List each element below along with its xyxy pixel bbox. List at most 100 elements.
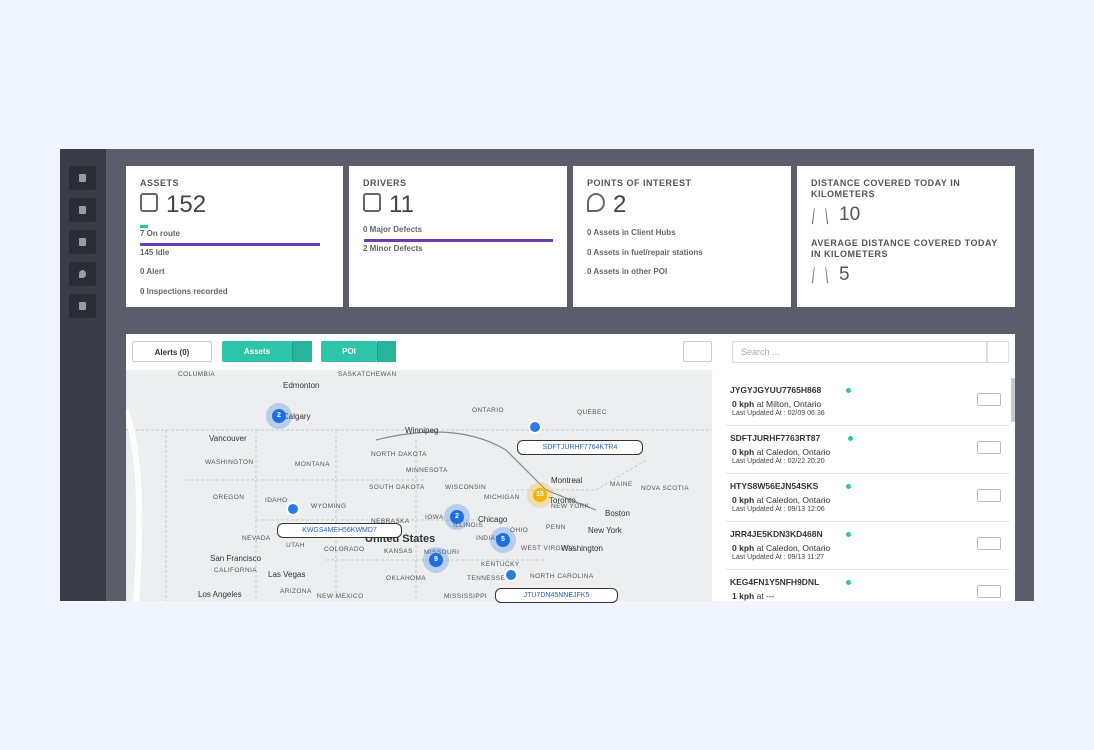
- search-button[interactable]: [987, 341, 1009, 363]
- poi-button[interactable]: POI: [321, 341, 377, 362]
- map-label: Chicago: [478, 515, 508, 524]
- map-label: MONTANA: [295, 461, 330, 468]
- map-label: NEW YORK: [551, 503, 590, 510]
- asset-speed: 0 kph: [732, 543, 755, 553]
- stat-card: [126, 166, 343, 307]
- filter-button[interactable]: [683, 341, 712, 362]
- row-divider: [726, 473, 1010, 474]
- map-label: NEBRASKA: [371, 518, 410, 525]
- map-cluster[interactable]: 15: [533, 488, 547, 502]
- card-value: 2: [613, 191, 627, 218]
- map-label: SOUTH DAKOTA: [369, 484, 425, 491]
- map-cluster[interactable]: 2: [272, 409, 286, 423]
- nav-button[interactable]: [69, 198, 96, 222]
- map-label: KANSAS: [384, 548, 413, 555]
- search-input[interactable]: Search ...: [732, 341, 987, 363]
- map-label: OKLAHOMA: [386, 575, 427, 582]
- card-line: 145 Idle: [140, 248, 170, 257]
- map-cluster[interactable]: 5: [496, 533, 510, 547]
- assets-dropdown[interactable]: [292, 341, 312, 362]
- asset-location: at Caledon, Ontario: [754, 543, 831, 553]
- map-label: QUEBEC: [577, 409, 607, 416]
- road-icon: [811, 208, 829, 225]
- map-label: ARIZONA: [280, 588, 312, 595]
- nav-icon: [79, 174, 86, 182]
- map-cluster[interactable]: 9: [429, 553, 443, 567]
- stat-card: [349, 166, 567, 307]
- progress-bar: [364, 239, 553, 242]
- scrollbar: [1011, 378, 1015, 422]
- asset-id: JRR4JE5KDN3KD468N: [730, 529, 823, 539]
- card-title: POINTS OF INTEREST: [587, 178, 692, 188]
- asset-location: at Caledon, Ontario: [754, 495, 831, 505]
- card-icon: [363, 193, 381, 212]
- nav-button[interactable]: [69, 166, 96, 190]
- map-label: MINNESOTA: [406, 467, 448, 474]
- card-title: AVERAGE DISTANCE COVERED TODAY IN KILOME…: [811, 238, 998, 259]
- map-label: PENN: [546, 524, 566, 531]
- map-label: WISCONSIN: [445, 484, 487, 491]
- status-dot: [846, 484, 851, 489]
- map-label: MICHIGAN: [484, 494, 520, 501]
- locate-button[interactable]: [977, 585, 1001, 598]
- card-line: 0 Assets in Client Hubs: [587, 228, 676, 237]
- map-label: ILLINOIS: [453, 522, 483, 529]
- nav-icon: [79, 302, 86, 310]
- asset-marker[interactable]: [286, 502, 300, 516]
- locate-button[interactable]: [977, 441, 1001, 454]
- map-label: OREGON: [213, 494, 245, 501]
- map-label: ONTARIO: [472, 407, 504, 414]
- card-line: 0 Assets in other POI: [587, 267, 668, 276]
- map-cluster[interactable]: 2: [450, 510, 464, 524]
- assets-button[interactable]: Assets: [222, 341, 292, 362]
- nav-icon: [79, 270, 86, 278]
- nav-icon: [79, 238, 86, 246]
- map-label: OHIO: [510, 527, 529, 534]
- poi-dropdown[interactable]: [377, 341, 396, 362]
- map-label: Calgary: [283, 412, 311, 421]
- stat-card: [797, 166, 1015, 307]
- nav-button[interactable]: [69, 230, 96, 254]
- map-label: INDIANA: [476, 535, 506, 542]
- map-label: NORTH CAROLINA: [530, 573, 594, 580]
- asset-id: HTYS8W56EJN54SKS: [730, 481, 819, 491]
- map-label: IDAHO: [265, 497, 288, 504]
- locate-button[interactable]: [977, 393, 1001, 406]
- asset-location: at ---: [754, 591, 775, 601]
- card-line: 0 Assets in fuel/repair stations: [587, 248, 703, 257]
- card-line: 0 Major Defects: [363, 225, 423, 234]
- card-value: 11: [389, 191, 414, 218]
- asset-updated: Last Updated At : 09/13 11:27: [732, 554, 825, 561]
- asset-updated: Last Updated At : 09/13 12:06: [732, 506, 825, 513]
- status-dot: [846, 388, 851, 393]
- locate-button[interactable]: [977, 489, 1001, 502]
- road-icon: [811, 267, 829, 284]
- progress-teal: [140, 225, 148, 228]
- card-icon: [587, 193, 605, 212]
- row-divider: [726, 521, 1010, 522]
- locate-button[interactable]: [977, 537, 1001, 550]
- card-title: ASSETS: [140, 178, 180, 188]
- map-label: Montreal: [551, 476, 583, 485]
- map-label: NOVA SCOTIA: [641, 485, 689, 492]
- nav-button[interactable]: [69, 262, 96, 286]
- alerts-button[interactable]: Alerts (0): [132, 341, 212, 362]
- nav-icon: [79, 206, 86, 214]
- card-value: 10: [839, 204, 861, 225]
- card-title: DRIVERS: [363, 178, 407, 188]
- row-divider: [726, 569, 1010, 570]
- map-label: Winnipeg: [405, 426, 439, 435]
- row-divider: [726, 425, 1010, 426]
- asset-marker[interactable]: [528, 420, 542, 434]
- asset-speed-row: 0 kph at Caledon, Ontario: [732, 495, 830, 505]
- status-dot: [846, 532, 851, 537]
- search-placeholder: Search ...: [741, 347, 780, 357]
- asset-tag[interactable]: KWGS4MEH56KWMD7: [277, 523, 402, 538]
- asset-tag[interactable]: SDFTJURHF7764KTR4: [517, 440, 643, 455]
- card-icon: [140, 193, 158, 212]
- nav-button[interactable]: [69, 294, 96, 318]
- asset-tag[interactable]: JTU7DN45NNEJFK5: [495, 588, 618, 603]
- asset-speed: 1 kph: [732, 591, 755, 601]
- card-line: 2 Minor Defects: [363, 244, 423, 253]
- asset-marker[interactable]: [504, 568, 518, 582]
